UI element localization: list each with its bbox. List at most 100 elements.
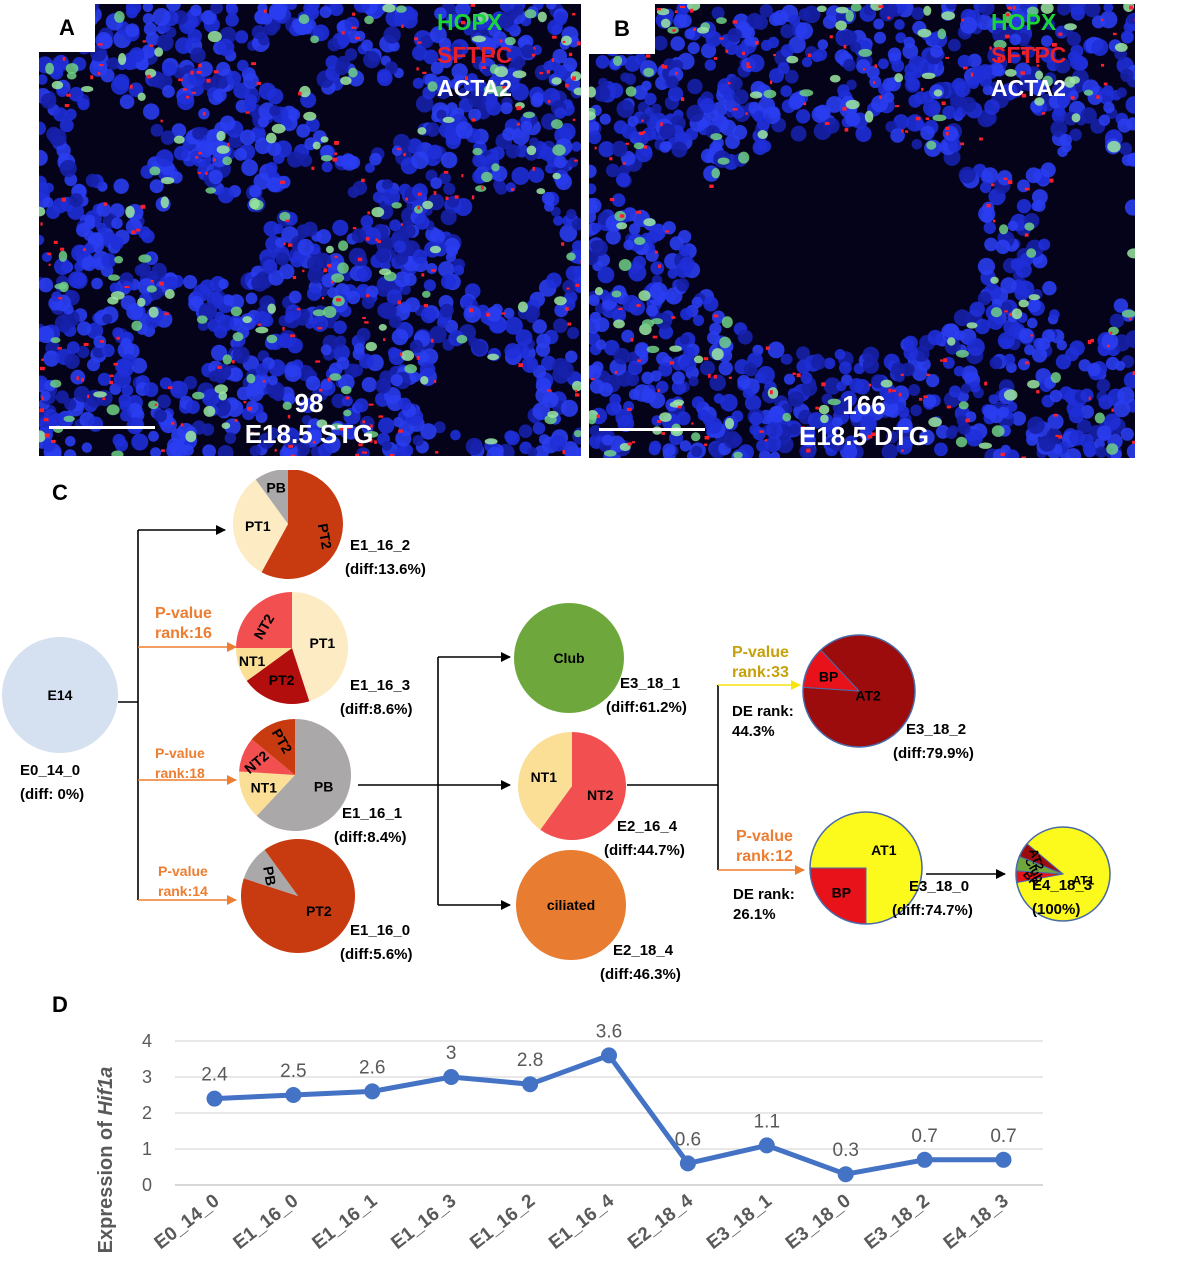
node-name-e2-18-4: E2_18_4 bbox=[613, 942, 674, 959]
dapi-nucleus bbox=[709, 322, 722, 336]
dapi-nucleus bbox=[1011, 411, 1026, 426]
hopx-signal bbox=[111, 450, 124, 456]
sftpc-signal bbox=[1055, 434, 1060, 438]
dapi-nucleus bbox=[64, 398, 77, 411]
dapi-nucleus bbox=[91, 277, 103, 290]
sftpc-signal bbox=[97, 43, 103, 46]
dapi-nucleus bbox=[294, 441, 311, 456]
sftpc-signal bbox=[1021, 456, 1026, 458]
dapi-nucleus bbox=[623, 239, 634, 251]
dapi-nucleus bbox=[742, 26, 756, 40]
hopx-signal bbox=[114, 11, 125, 23]
dapi-nucleus bbox=[306, 429, 323, 445]
dapi-nucleus bbox=[624, 73, 637, 85]
hopx-signal bbox=[316, 419, 328, 429]
dapi-nucleus bbox=[591, 239, 608, 257]
x-tick-label: E1_16_2 bbox=[466, 1190, 539, 1253]
dapi-nucleus bbox=[800, 372, 813, 384]
dapi-nucleus bbox=[39, 149, 48, 166]
sftpc-signal bbox=[671, 316, 676, 319]
dapi-nucleus bbox=[353, 343, 365, 354]
dapi-nucleus bbox=[287, 338, 303, 354]
dapi-nucleus bbox=[187, 29, 202, 44]
sftpc-signal bbox=[290, 454, 295, 456]
sftpc-signal bbox=[609, 198, 615, 202]
pie-slice-label: BP bbox=[819, 669, 838, 685]
sftpc-signal bbox=[116, 336, 120, 340]
dapi-nucleus bbox=[605, 402, 620, 416]
hopx-signal bbox=[1121, 309, 1135, 318]
sftpc-signal bbox=[435, 451, 439, 454]
dapi-nucleus bbox=[1044, 19, 1056, 30]
dapi-nucleus bbox=[989, 408, 1004, 424]
dapi-nucleus bbox=[150, 123, 164, 137]
hopx-signal bbox=[214, 384, 228, 394]
hopx-signal bbox=[192, 391, 205, 400]
sftpc-signal bbox=[576, 41, 581, 46]
sftpc-signal bbox=[182, 88, 187, 91]
dapi-nucleus bbox=[394, 251, 409, 266]
sftpc-signal bbox=[660, 122, 663, 127]
dapi-nucleus bbox=[625, 372, 640, 387]
sftpc-signal bbox=[843, 44, 847, 49]
dapi-nucleus bbox=[679, 334, 690, 345]
dapi-nucleus bbox=[211, 344, 228, 361]
sftpc-signal bbox=[704, 443, 708, 446]
hopx-signal bbox=[845, 10, 854, 22]
dapi-nucleus bbox=[233, 82, 250, 99]
pie-outline bbox=[1015, 826, 1111, 922]
dapi-nucleus bbox=[346, 290, 361, 305]
sftpc-signal bbox=[321, 297, 325, 300]
hopx-signal bbox=[203, 405, 216, 417]
node-diff-e4-18-3: (100%) bbox=[1032, 901, 1080, 918]
dapi-nucleus bbox=[296, 124, 311, 138]
pie-e2-16-4: NT2 NT1 bbox=[517, 732, 626, 840]
data-label: 0.7 bbox=[990, 1126, 1016, 1147]
hopx-signal bbox=[991, 425, 1005, 437]
dapi-nucleus bbox=[1026, 433, 1039, 446]
sftpc-signal bbox=[984, 381, 988, 386]
hopx-signal bbox=[221, 422, 231, 430]
pie-slice bbox=[238, 771, 295, 816]
y-axis-title-gene: Hif1a bbox=[95, 1067, 117, 1116]
dapi-nucleus bbox=[678, 244, 691, 257]
sftpc-signal bbox=[672, 29, 676, 32]
dapi-nucleus bbox=[1040, 162, 1056, 178]
sftpc-signal bbox=[546, 389, 552, 392]
dapi-nucleus bbox=[659, 123, 676, 140]
hopx-signal bbox=[298, 14, 310, 25]
sftpc-signal bbox=[1021, 93, 1027, 98]
y-axis-title: Expression of Hif1a bbox=[95, 1067, 117, 1254]
dapi-nucleus bbox=[648, 392, 666, 409]
sftpc-signal bbox=[136, 228, 141, 232]
dapi-nucleus bbox=[807, 412, 825, 429]
dapi-nucleus bbox=[562, 441, 579, 456]
sftpc-signal bbox=[1030, 334, 1033, 337]
sftpc-signal bbox=[547, 100, 551, 104]
sftpc-signal bbox=[919, 397, 923, 401]
dapi-nucleus bbox=[145, 32, 160, 46]
dapi-nucleus bbox=[335, 335, 347, 347]
sftpc-signal bbox=[396, 148, 401, 151]
sftpc-signal bbox=[572, 76, 576, 81]
dapi-nucleus bbox=[212, 152, 228, 168]
dapi-nucleus bbox=[228, 367, 243, 382]
sftpc-signal bbox=[1101, 63, 1105, 67]
hopx-signal bbox=[137, 297, 146, 307]
sftpc-signal bbox=[97, 71, 101, 76]
dapi-nucleus bbox=[541, 191, 555, 205]
dapi-nucleus bbox=[1046, 428, 1063, 445]
sftpc-signal bbox=[1096, 95, 1100, 99]
sftpc-signal bbox=[641, 119, 644, 122]
dapi-nucleus bbox=[960, 383, 971, 394]
sftpc-signal bbox=[90, 75, 94, 80]
hopx-signal bbox=[320, 136, 329, 143]
dapi-nucleus bbox=[67, 203, 84, 220]
sftpc-signal bbox=[923, 395, 928, 399]
sftpc-signal bbox=[319, 388, 323, 392]
dapi-nucleus bbox=[1032, 347, 1048, 363]
hopx-signal bbox=[757, 130, 768, 139]
sftpc-signal bbox=[728, 376, 732, 379]
sftpc-signal bbox=[516, 106, 522, 111]
